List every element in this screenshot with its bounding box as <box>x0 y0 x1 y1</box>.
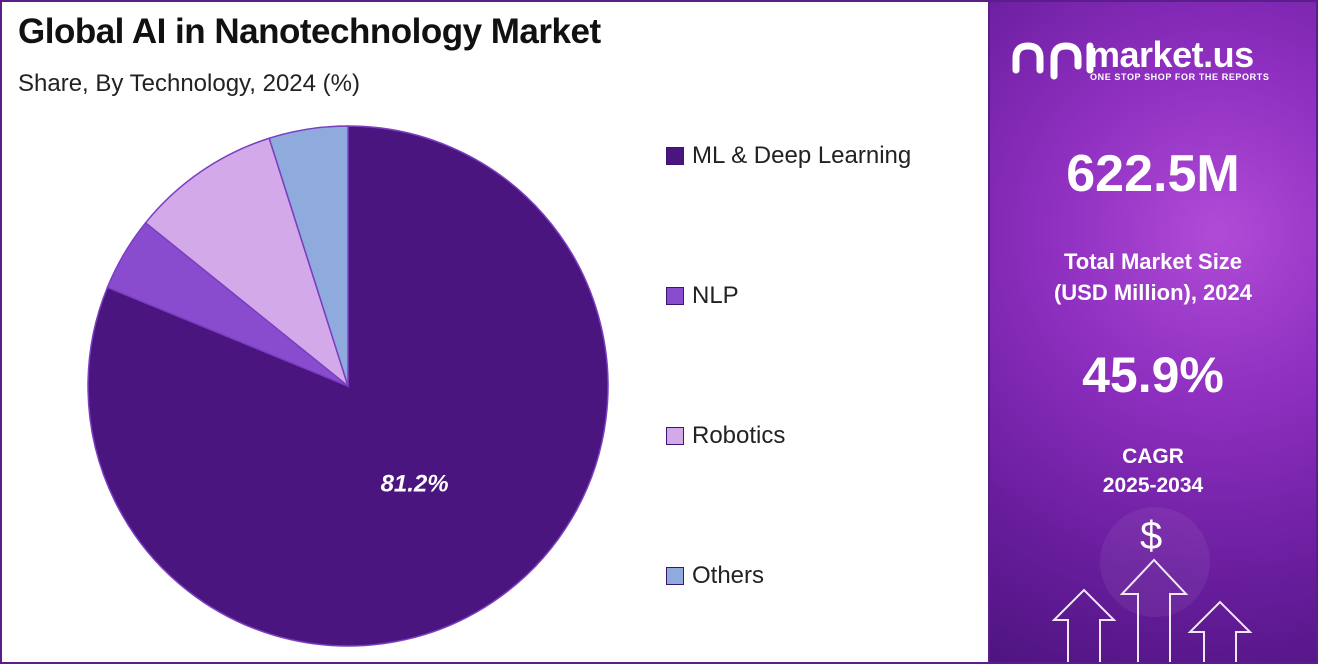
stats-panel: market.us ONE STOP SHOP FOR THE REPORTS … <box>988 0 1318 664</box>
slice-others <box>268 125 349 387</box>
chart-title: Global AI in Nanotechnology Market <box>18 12 601 51</box>
brand-tagline: ONE STOP SHOP FOR THE REPORTS <box>1090 72 1270 82</box>
legend-item-robotics: Robotics <box>666 422 785 450</box>
market-us-logo-icon <box>1012 42 1094 80</box>
dollar-icon: $ <box>1140 514 1163 558</box>
legend-swatch-others <box>666 567 684 585</box>
legend-item-ml: ML & Deep Learning <box>666 142 911 170</box>
legend-item-nlp: NLP <box>666 282 739 310</box>
legend-item-others: Others <box>666 562 764 590</box>
brand-name: market.us <box>1088 34 1254 75</box>
legend-label-robotics: Robotics <box>692 422 786 449</box>
chart-subtitle: Share, By Technology, 2024 (%) <box>18 70 360 97</box>
market-size-value: 622.5M <box>1066 145 1240 203</box>
legend-label-ml: ML & Deep Learning <box>692 142 912 169</box>
chart-panel: Global AI in Nanotechnology Market Share… <box>0 0 988 664</box>
growth-arrows-icon <box>1051 507 1253 662</box>
data-label-slice-ml-deep-learning: 81.2% <box>381 471 449 498</box>
cagr-label: CAGR 2025-2034 <box>990 442 1316 500</box>
legend-swatch-robotics <box>666 427 684 445</box>
legend-swatch-nlp <box>666 287 684 305</box>
cagr-value: 45.9% <box>1082 347 1224 403</box>
market-size-label-line2: (USD Million), 2024 <box>1053 280 1253 305</box>
slice-robotics <box>144 137 350 389</box>
cagr-label-line1: CAGR <box>1122 445 1184 468</box>
market-size-label: Total Market Size (USD Million), 2024 <box>990 246 1316 308</box>
legend-label-nlp: NLP <box>692 282 739 309</box>
legend-label-others: Others <box>692 562 765 589</box>
legend-swatch-ml <box>666 147 684 165</box>
pie-chart: 81.2% <box>87 125 609 647</box>
market-size-label-line1: Total Market Size <box>1063 249 1243 274</box>
cagr-label-line2: 2025-2034 <box>1102 474 1204 497</box>
